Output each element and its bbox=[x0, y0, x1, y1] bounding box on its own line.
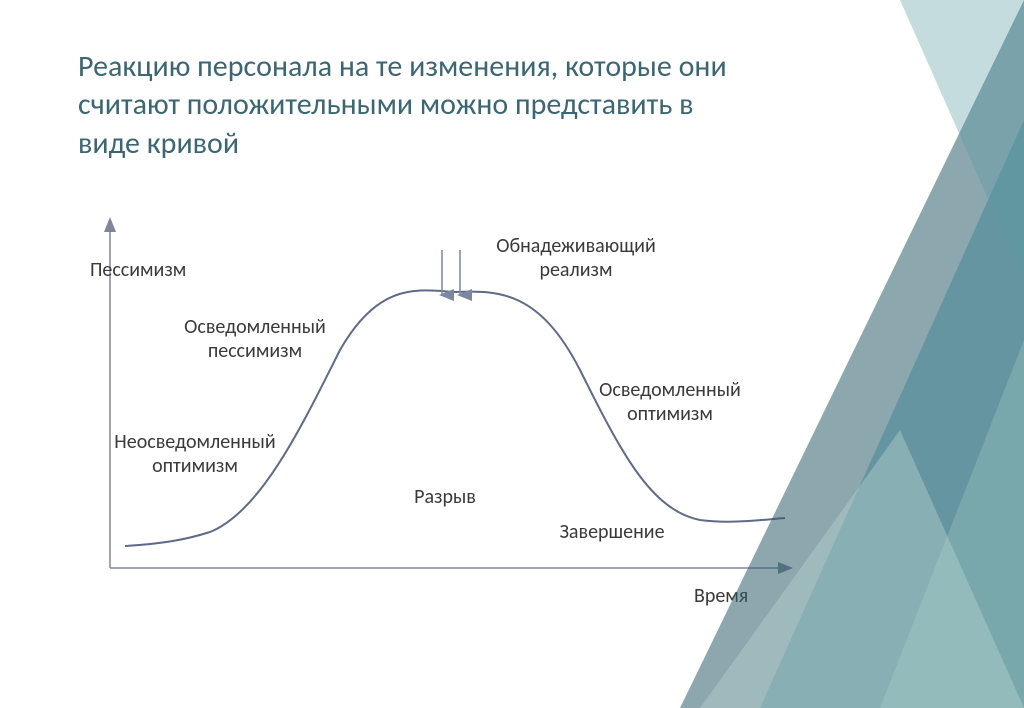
y-axis-label: Пессимизм bbox=[90, 258, 186, 282]
annotation-uninformed_optimism: Неосведомленный оптимизм bbox=[85, 430, 305, 478]
annotation-gap: Разрыв bbox=[335, 485, 555, 509]
x-axis-label: Время bbox=[694, 584, 748, 608]
annotation-informed_pessimism: Осведомленный пессимизм bbox=[145, 315, 365, 363]
annotation-completion: Завершение bbox=[502, 520, 722, 544]
annotation-hopeful_realism: Обнадеживающий реализм bbox=[466, 234, 686, 282]
peak-arrows bbox=[442, 250, 460, 295]
slide: Реакцию персонала на те изменения, котор… bbox=[0, 0, 1024, 708]
annotation-informed_optimism: Осведомленный оптимизм bbox=[560, 378, 780, 426]
